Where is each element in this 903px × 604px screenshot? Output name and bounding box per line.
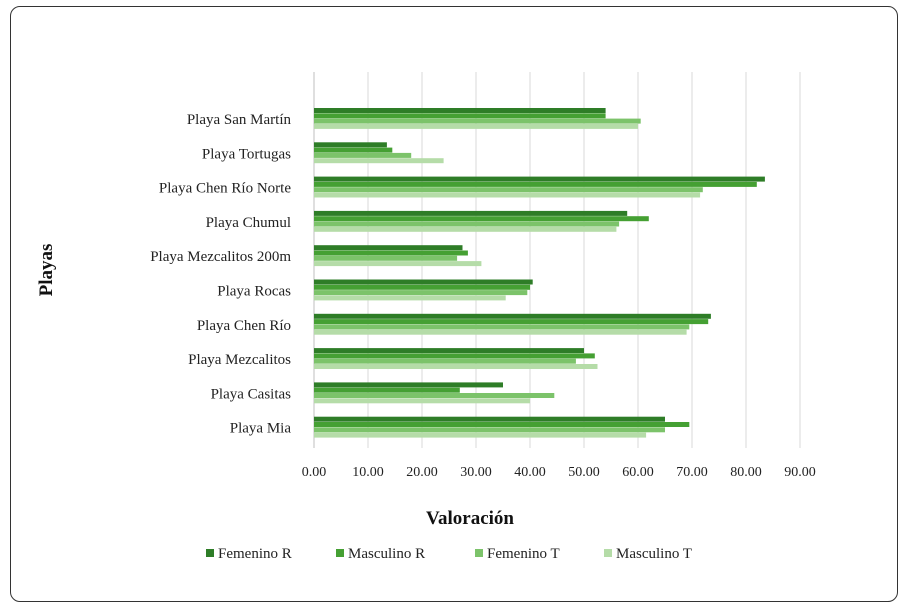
y-axis-title: Playas <box>36 244 57 297</box>
legend-swatch <box>604 549 612 557</box>
x-tick-label: 50.00 <box>568 465 600 480</box>
bar <box>314 290 528 296</box>
x-axis-title: Valoración <box>426 508 514 529</box>
bar <box>314 245 463 251</box>
bar <box>314 313 711 319</box>
bar <box>314 364 598 369</box>
bar <box>314 358 576 364</box>
x-tick-label: 80.00 <box>730 465 762 480</box>
category-label: Playa Chen Río <box>197 318 291 334</box>
bar <box>314 422 690 427</box>
bar <box>314 118 641 124</box>
bar <box>314 382 503 388</box>
bar <box>314 142 387 148</box>
bar <box>314 432 647 438</box>
bar <box>314 226 617 232</box>
category-labels: Playa San Martín Playa Tortugas Playa Chen… <box>150 112 291 437</box>
category-label: Playa Mezcalitos <box>188 352 291 368</box>
x-tick-label: 20.00 <box>406 465 438 480</box>
bar <box>314 295 506 301</box>
bars <box>314 108 765 438</box>
category-label: Playa Mezcalitos 200m <box>150 249 291 265</box>
x-tick-label: 10.00 <box>352 465 384 480</box>
category-label: Playa San Martín <box>187 112 292 128</box>
legend-label: Masculino T <box>616 546 692 562</box>
bar <box>314 255 458 261</box>
bar <box>314 152 412 158</box>
bar <box>314 250 468 256</box>
bar <box>314 181 757 187</box>
legend-label: Femenino R <box>218 546 292 562</box>
category-label: Playa Rocas <box>217 284 291 300</box>
bar <box>314 279 533 285</box>
bar <box>314 398 530 404</box>
x-tick-label: 70.00 <box>676 465 708 480</box>
bar <box>314 158 444 164</box>
x-tick-label: 0.00 <box>302 465 327 480</box>
bar <box>314 416 665 422</box>
bar <box>314 176 765 182</box>
bar <box>314 284 530 290</box>
legend: Femenino R Masculino R Femenino T Masculino… <box>206 546 692 562</box>
category-label: Playa Tortugas <box>202 146 291 162</box>
category-label: Playa Chumul <box>206 215 291 231</box>
bar <box>314 393 555 398</box>
x-tick-label: 30.00 <box>460 465 492 480</box>
bar <box>314 329 687 335</box>
x-tick-labels: 0.00 10.00 20.00 30.00 40.00 50.00 60.00 70.00 8… <box>302 465 816 480</box>
bar <box>314 324 690 330</box>
bar <box>314 210 628 216</box>
bar <box>314 147 393 153</box>
bar <box>314 192 701 198</box>
category-label: Playa Mia <box>230 421 292 437</box>
category-label: Playa Casitas <box>211 386 292 402</box>
legend-swatch <box>475 549 483 557</box>
bar <box>314 113 606 119</box>
bar <box>314 123 638 129</box>
bar <box>314 221 620 227</box>
bar <box>314 187 703 193</box>
x-tick-label: 40.00 <box>514 465 546 480</box>
legend-label: Masculino R <box>348 546 425 562</box>
bar <box>314 261 482 267</box>
category-label: Playa Chen Río Norte <box>159 181 291 197</box>
x-tick-label: 90.00 <box>784 465 816 480</box>
x-tick-label: 60.00 <box>622 465 654 480</box>
bar <box>314 319 709 325</box>
bar <box>314 427 665 433</box>
bar <box>314 353 595 359</box>
bar <box>314 348 584 354</box>
bar <box>314 108 606 113</box>
bar <box>314 387 460 393</box>
bar <box>314 216 649 222</box>
legend-label: Femenino T <box>487 546 560 562</box>
legend-swatch <box>336 549 344 557</box>
chart-frame <box>10 6 898 602</box>
legend-swatch <box>206 549 214 557</box>
